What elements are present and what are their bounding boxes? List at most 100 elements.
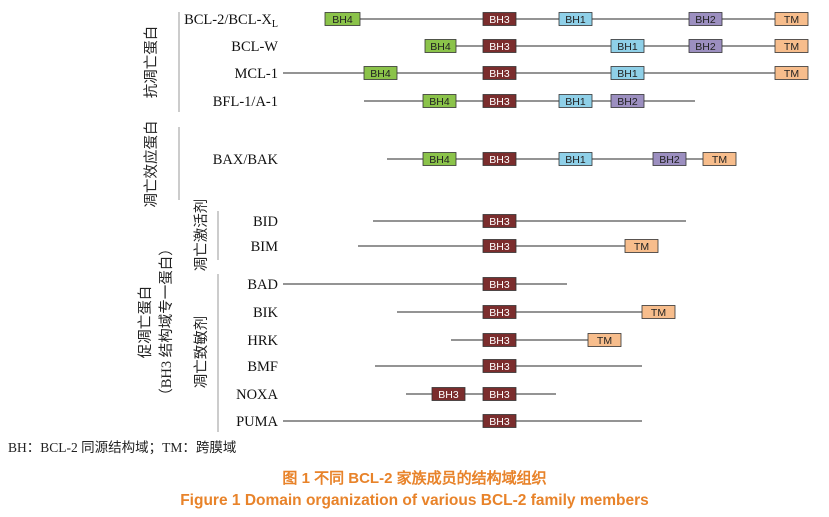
domain-bh4-label: BH4 <box>429 154 450 166</box>
domain-tm-box <box>587 333 622 347</box>
domain-bh2-label: BH2 <box>617 96 638 108</box>
protein-name: MCL-1 <box>235 66 279 82</box>
domain-bh2-label: BH2 <box>695 14 716 26</box>
domain-bh4-box <box>422 94 457 108</box>
domain-bh3-box <box>482 305 517 319</box>
protein-row-puma: PUMA BH3 <box>236 414 642 430</box>
domain-bh3-label: BH3 <box>438 389 459 401</box>
domain-bh3-label: BH3 <box>489 361 510 373</box>
domain-bh3-box <box>482 39 517 53</box>
domain-bh3-box <box>482 333 517 347</box>
domain-bh3-label: BH3 <box>489 154 510 166</box>
domain-bh1-box <box>610 39 645 53</box>
domain-bh3-box <box>482 152 517 166</box>
domain-bh4-box <box>324 12 361 26</box>
domain-bh2-label: BH2 <box>695 41 716 53</box>
domain-bh1-box <box>558 152 593 166</box>
protein-name-subscript: L <box>272 19 278 30</box>
domain-bh3-box <box>482 387 517 401</box>
protein-row-bcl-w: BCL-W BH4 BH3 BH1 BH2 TM <box>231 39 809 55</box>
protein-row-bmf: BMF BH3 <box>247 359 642 375</box>
domain-bh3-label: BH3 <box>489 68 510 80</box>
protein-name: BFL-1/A-1 <box>213 94 278 110</box>
protein-name: BIM <box>251 239 279 255</box>
domain-bh4-label: BH4 <box>430 41 451 53</box>
protein-name: PUMA <box>236 414 278 430</box>
domain-tm-label: TM <box>712 154 727 166</box>
protein-row-bim: BIM BH3 TM <box>251 239 659 255</box>
domain-bh2-box <box>688 12 723 26</box>
domain-tm-box <box>774 66 809 80</box>
protein-rows: BCL-2/BCL-XL BH4 BH3 BH1 BH2 TM BCL-W BH4 BH3 BH1… <box>184 12 809 430</box>
domain-bh3-label: BH3 <box>489 241 510 253</box>
domain-bh3-box <box>482 94 517 108</box>
protein-name: BMF <box>247 359 278 375</box>
protein-row-bcl-2-bcl-x: BCL-2/BCL-XL BH4 BH3 BH1 BH2 TM <box>184 12 809 30</box>
domain-tm-label: TM <box>784 41 799 53</box>
domain-bh3-box <box>431 387 466 401</box>
legend: BH：BCL-2 同源结构域；TM：跨膜域 <box>8 440 237 455</box>
group-label-bh3-only: （BH3 结构域专一蛋白） <box>158 241 175 403</box>
domain-bh3-box <box>482 239 517 253</box>
domain-bh2-label: BH2 <box>659 154 680 166</box>
protein-name: BCL-W <box>231 39 278 55</box>
domain-bh3-label: BH3 <box>489 416 510 428</box>
domain-bh2-box <box>610 94 645 108</box>
domain-bh3-box <box>482 277 517 291</box>
domain-tm-label: TM <box>651 307 666 319</box>
domain-bh1-label: BH1 <box>565 154 586 166</box>
domain-bh3-label: BH3 <box>489 307 510 319</box>
domain-bh1-label: BH1 <box>565 14 586 26</box>
protein-name: BAD <box>247 277 278 293</box>
domain-bh4-label: BH4 <box>370 68 391 80</box>
domain-tm-label: TM <box>597 335 612 347</box>
domain-bh3-box <box>482 66 517 80</box>
domain-bh1-box <box>558 94 593 108</box>
protein-row-mcl-1: MCL-1 BH4 BH3 BH1 TM <box>235 66 809 82</box>
protein-name: BID <box>253 214 278 230</box>
domain-bh4-label: BH4 <box>429 96 450 108</box>
protein-name: BIK <box>253 305 279 321</box>
domain-bh3-box <box>482 214 517 228</box>
protein-name: BCL-2/BCL-XL <box>184 12 278 30</box>
protein-name: BAX/BAK <box>213 152 279 168</box>
domain-tm-box <box>774 39 809 53</box>
domain-tm-label: TM <box>634 241 649 253</box>
domain-bh1-label: BH1 <box>617 68 638 80</box>
domain-bh3-label: BH3 <box>489 335 510 347</box>
domain-tm-label: TM <box>784 68 799 80</box>
domain-tm-box <box>641 305 676 319</box>
domain-bh2-box <box>688 39 723 53</box>
protein-row-noxa: NOXA BH3 BH3 <box>236 387 556 403</box>
domain-bh3-label: BH3 <box>489 41 510 53</box>
domain-tm-box <box>624 239 659 253</box>
protein-row-bax-bak: BAX/BAK BH4 BH3 BH1 BH2 TM <box>213 152 737 168</box>
domain-bh3-label: BH3 <box>489 216 510 228</box>
domain-bh3-box <box>482 12 517 26</box>
domain-bh3-label: BH3 <box>489 14 510 26</box>
protein-name: NOXA <box>236 387 278 403</box>
domain-bh1-label: BH1 <box>617 41 638 53</box>
domain-bh4-label: BH4 <box>332 14 353 26</box>
protein-row-hrk: HRK BH3 TM <box>247 333 622 349</box>
domain-bh4-box <box>422 152 457 166</box>
group-label-activator: 凋亡激活剂 <box>193 199 210 272</box>
domain-tm-box <box>702 152 737 166</box>
domain-bh3-label: BH3 <box>489 389 510 401</box>
figure-caption-en: Figure 1 Domain organization of various … <box>180 492 649 509</box>
domain-bh1-label: BH1 <box>565 96 586 108</box>
domain-bh2-box <box>652 152 687 166</box>
protein-name: HRK <box>247 333 278 349</box>
domain-bh4-box <box>363 66 398 80</box>
protein-row-bid: BID BH3 <box>253 214 686 230</box>
domain-tm-box <box>774 12 809 26</box>
domain-bh3-label: BH3 <box>489 96 510 108</box>
domain-bh1-box <box>610 66 645 80</box>
group-label-anti-apoptotic: 抗凋亡蛋白 <box>143 26 160 99</box>
group-label-effector: 凋亡效应蛋白 <box>142 121 160 208</box>
group-label-sensitizer: 凋亡致敏剂 <box>193 316 210 389</box>
domain-bh3-box <box>482 414 517 428</box>
domain-bh3-box <box>482 359 517 373</box>
